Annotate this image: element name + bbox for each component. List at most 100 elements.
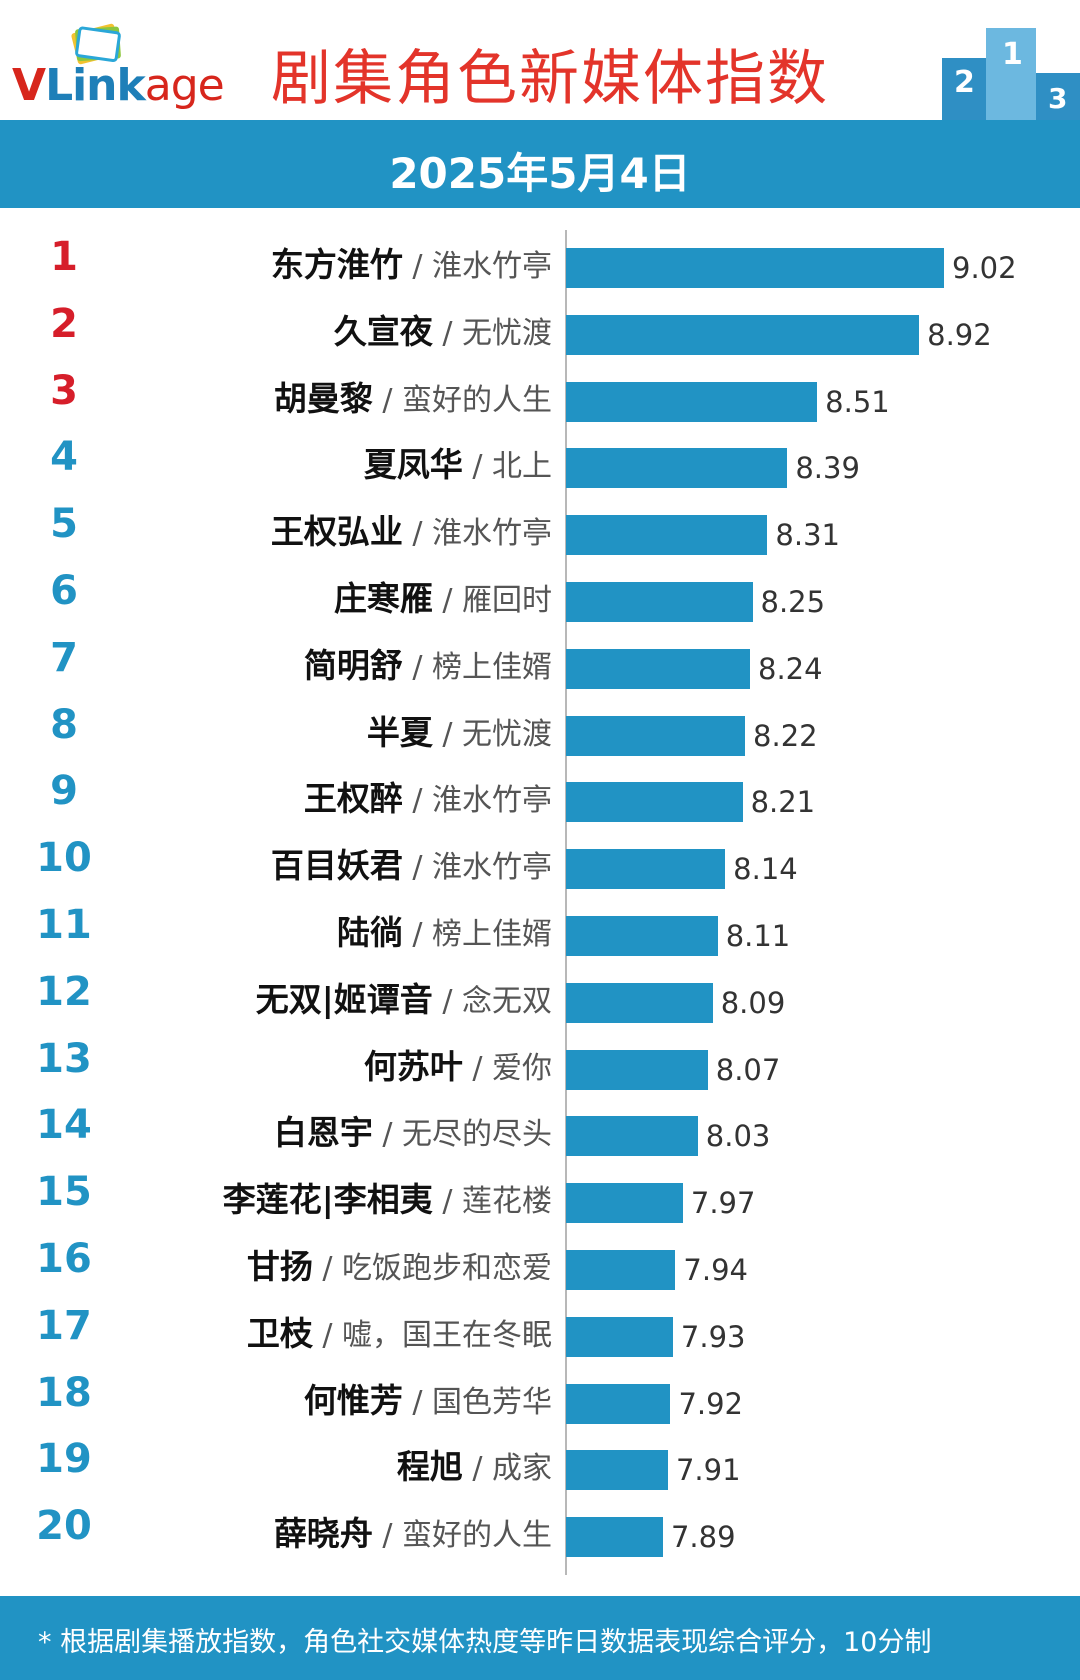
character-name: 庄寒雁 <box>333 579 433 618</box>
chart-row: 6 庄寒雁 / 雁回时 8.25 <box>0 560 1080 626</box>
label-separator: / <box>432 315 462 351</box>
logo-text: VLinkage <box>12 60 225 111</box>
rank-number: 5 <box>50 501 78 548</box>
drama-title: 无忧渡 <box>462 315 552 351</box>
rank-number: 19 <box>36 1436 92 1483</box>
chart-row: 12 无双|姬谭音 / 念无双 8.09 <box>0 961 1080 1027</box>
rank-number: 18 <box>36 1369 92 1416</box>
label-separator: / <box>432 1184 462 1220</box>
footer-note: * 根据剧集播放指数，角色社交媒体热度等昨日数据表现综合评分，10分制 <box>38 1627 932 1658</box>
character-name: 半夏 <box>366 712 433 752</box>
label-separator: / <box>432 583 462 618</box>
score-bar <box>566 782 743 823</box>
score-bar <box>566 1049 708 1090</box>
score-value: 8.07 <box>715 1052 781 1087</box>
score-bar <box>566 849 726 890</box>
row-label: 王权弘业 / 淮水竹亭 <box>271 505 552 553</box>
chart-row: 17 卫枝 / 嘘，国王在冬眠 7.93 <box>0 1295 1080 1361</box>
drama-title: 成家 <box>492 1451 552 1487</box>
score-value: 7.94 <box>683 1253 748 1287</box>
score-value: 8.92 <box>927 317 992 352</box>
score-bar <box>566 982 713 1023</box>
row-label: 无双|姬谭音 / 念无双 <box>256 973 552 1021</box>
rank-number: 13 <box>36 1035 92 1082</box>
chart-row: 1 东方淮竹 / 淮水竹亭 9.02 <box>0 226 1080 292</box>
label-separator: / <box>402 516 432 552</box>
drama-title: 蛮好的人生 <box>402 1518 552 1554</box>
drama-title: 淮水竹亭 <box>432 516 552 552</box>
rank-number: 10 <box>36 835 92 882</box>
rank-number: 2 <box>50 300 78 347</box>
drama-title: 念无双 <box>462 983 552 1019</box>
chart-row: 13 何苏叶 / 爱你 8.07 <box>0 1028 1080 1094</box>
drama-title: 嘘，国王在冬眠 <box>342 1317 552 1353</box>
drama-title: 北上 <box>492 449 552 485</box>
character-name: 何苏叶 <box>363 1046 463 1086</box>
podium-number-1: 1 <box>1002 37 1023 72</box>
podium-number-2: 2 <box>954 65 975 100</box>
score-value: 8.03 <box>705 1119 771 1154</box>
ranking-chart: 1 东方淮竹 / 淮水竹亭 9.02 2 久宣夜 / 无忧渡 8.92 3 胡曼黎 / 蛮好的… <box>0 226 1080 1576</box>
row-label: 陆徜 / 榜上佳婿 <box>337 906 552 954</box>
score-bar <box>566 314 920 355</box>
row-label: 胡曼黎 / 蛮好的人生 <box>274 372 552 420</box>
chart-row: 18 何惟芳 / 国色芳华 7.92 <box>0 1362 1080 1428</box>
row-label: 庄寒雁 / 雁回时 <box>334 572 552 620</box>
score-bar <box>566 248 944 288</box>
drama-title: 榜上佳婿 <box>432 649 552 685</box>
drama-title: 淮水竹亭 <box>432 783 552 819</box>
drama-title: 淮水竹亭 <box>432 850 552 886</box>
score-bar <box>566 916 718 956</box>
vlinkage-logo: VLinkage <box>12 20 242 111</box>
rank-number: 15 <box>36 1169 92 1216</box>
row-label: 李莲花|李相夷 / 莲花楼 <box>223 1173 552 1221</box>
row-label: 夏凤华 / 北上 <box>364 438 552 486</box>
chart-row: 16 甘扬 / 吃饭跑步和恋爱 7.94 <box>0 1228 1080 1294</box>
chart-row: 15 李莲花|李相夷 / 莲花楼 7.97 <box>0 1161 1080 1227</box>
character-name: 王权醉 <box>303 779 403 819</box>
character-name: 无双|姬谭音 <box>255 979 433 1019</box>
footer-banner: * 根据剧集播放指数，角色社交媒体热度等昨日数据表现综合评分，10分制 <box>0 1596 1080 1680</box>
rank-number: 4 <box>50 434 78 481</box>
drama-title: 无尽的尽头 <box>402 1117 552 1153</box>
drama-title: 雁回时 <box>462 583 552 618</box>
rank-number: 6 <box>50 568 78 614</box>
score-bar <box>566 1116 698 1157</box>
label-separator: / <box>402 850 432 886</box>
score-bar <box>566 1183 683 1224</box>
rank-number: 11 <box>36 902 92 948</box>
rank-number: 9 <box>50 768 78 815</box>
score-value: 8.11 <box>725 919 791 953</box>
rank-number: 1 <box>50 234 78 280</box>
rank-number: 20 <box>36 1503 92 1550</box>
drama-title: 莲花楼 <box>462 1184 552 1220</box>
score-bar <box>566 582 753 622</box>
character-name: 久宣夜 <box>333 311 433 351</box>
rank-number: 14 <box>36 1102 92 1149</box>
podium-icon: 2 1 3 <box>942 28 1080 120</box>
rank-number: 8 <box>50 701 78 748</box>
row-label: 薛晓舟 / 蛮好的人生 <box>274 1507 552 1555</box>
score-bar <box>566 715 746 756</box>
row-label: 久宣夜 / 无忧渡 <box>334 305 552 353</box>
score-bar <box>566 1517 663 1558</box>
score-value: 7.93 <box>680 1319 746 1354</box>
label-separator: / <box>432 716 462 752</box>
row-label: 甘扬 / 吃饭跑步和恋爱 <box>247 1240 552 1288</box>
character-name: 卫枝 <box>246 1313 313 1353</box>
score-value: 8.21 <box>750 785 816 820</box>
chart-row: 11 陆徜 / 榜上佳婿 8.11 <box>0 894 1080 960</box>
character-name: 东方淮竹 <box>270 245 403 284</box>
logo-text-v: V <box>12 60 46 111</box>
character-name: 王权弘业 <box>270 512 403 552</box>
chart-row: 8 半夏 / 无忧渡 8.22 <box>0 694 1080 760</box>
score-value: 7.97 <box>690 1186 756 1221</box>
score-bar <box>566 1450 668 1491</box>
label-separator: / <box>372 382 402 418</box>
chart-row: 10 百目妖君 / 淮水竹亭 8.14 <box>0 827 1080 893</box>
chart-row: 2 久宣夜 / 无忧渡 8.92 <box>0 293 1080 359</box>
score-value: 8.31 <box>775 518 840 553</box>
label-separator: / <box>402 1384 432 1420</box>
podium-number-3: 3 <box>1048 82 1067 115</box>
chart-row: 19 程旭 / 成家 7.91 <box>0 1428 1080 1494</box>
